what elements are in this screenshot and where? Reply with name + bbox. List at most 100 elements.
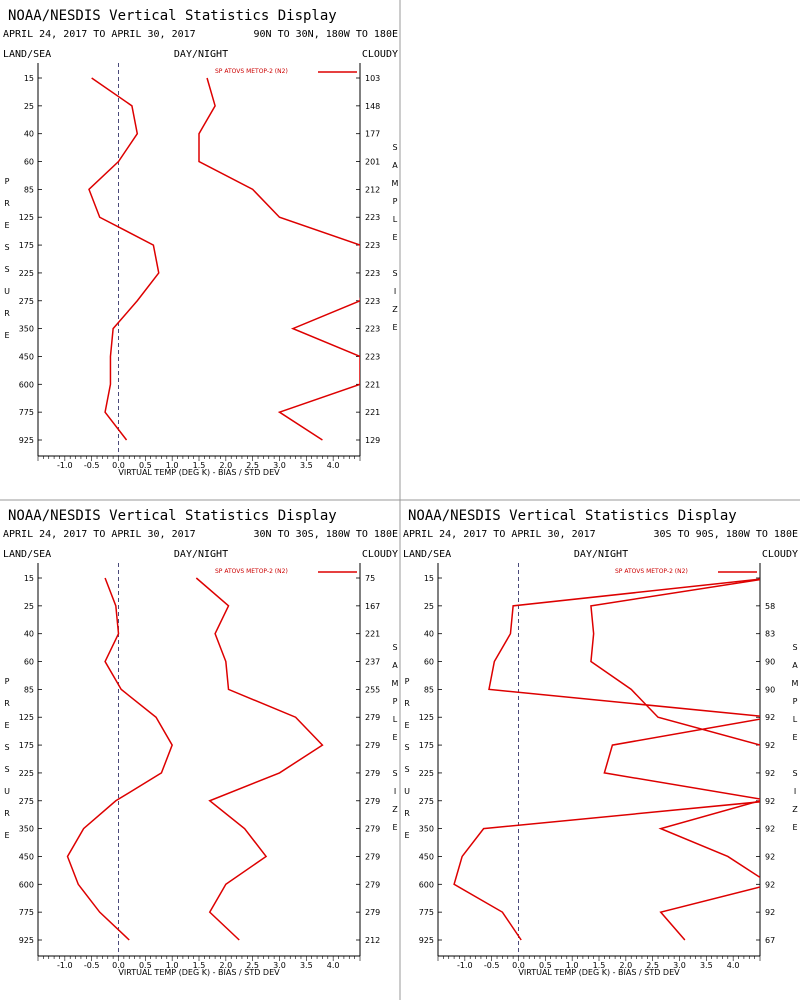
sample-size-label: 177	[365, 130, 380, 139]
pressure-level-label: 175	[19, 241, 34, 250]
right-axis-label-char: M	[392, 179, 399, 188]
right-axis-label-char: L	[393, 715, 398, 724]
sample-size-label: 92	[765, 741, 775, 750]
x-tick-label: 0.0	[512, 961, 525, 970]
x-axis-label: VIRTUAL TEMP (DEG K) - BIAS / STD DEV	[518, 968, 680, 977]
x-tick-label: 0.5	[539, 961, 552, 970]
sample-size-label: 223	[365, 269, 380, 278]
x-tick-label: 2.5	[246, 461, 259, 470]
pressure-level-label: 175	[419, 741, 434, 750]
sample-size-label: 92	[765, 769, 775, 778]
sample-size-label: 223	[365, 325, 380, 334]
date-range: APRIL 24, 2017 TO APRIL 30, 2017	[3, 29, 196, 40]
pressure-level-label: 25	[424, 602, 434, 611]
y-axis-label-char: P	[405, 677, 410, 686]
x-tick-label: 3.0	[673, 961, 686, 970]
x-tick-label: 4.0	[327, 961, 340, 970]
pressure-level-label: 25	[24, 102, 34, 111]
pressure-level-label: 15	[24, 574, 34, 583]
sample-size-label: 223	[365, 352, 380, 361]
right-axis-label-char: A	[392, 161, 398, 170]
x-tick-label: 1.5	[193, 961, 206, 970]
y-axis-label-char: E	[4, 331, 9, 340]
sample-size-label: 75	[365, 574, 375, 583]
x-axis-label: VIRTUAL TEMP (DEG K) - BIAS / STD DEV	[118, 968, 280, 977]
sample-size-label: 221	[365, 408, 380, 417]
y-axis-label-char: S	[4, 765, 9, 774]
sample-size-label: 279	[365, 797, 380, 806]
filter-day-night: DAY/NIGHT	[574, 549, 628, 560]
sample-size-label: 167	[365, 602, 380, 611]
right-axis-label-char: I	[794, 787, 796, 796]
sample-size-label: 129	[365, 436, 380, 445]
pressure-level-label: 275	[19, 797, 34, 806]
sample-size-label: 212	[365, 185, 380, 194]
pressure-level-label: 40	[424, 630, 434, 639]
y-axis-label-char: R	[4, 199, 10, 208]
y-axis-label-char: E	[4, 721, 9, 730]
y-axis-label-char: U	[4, 787, 10, 796]
right-axis-label-char: I	[394, 287, 396, 296]
right-axis-label-char: S	[392, 769, 397, 778]
right-axis-label-char: E	[392, 733, 397, 742]
pressure-level-label: 85	[24, 685, 34, 694]
bias-line	[88, 77, 160, 441]
legend-label: SP ATOVS METOP-2 (N2)	[215, 68, 288, 75]
chart-title: NOAA/NESDIS Vertical Statistics Display	[8, 508, 337, 524]
y-axis-label-char: E	[404, 721, 409, 730]
std-dev-line	[198, 77, 360, 441]
sample-size-label: 148	[365, 102, 380, 111]
sample-size-label: 279	[365, 769, 380, 778]
x-tick-label: 2.5	[246, 961, 259, 970]
x-tick-label: 0.5	[139, 961, 152, 970]
right-axis-label-char: E	[792, 823, 797, 832]
pressure-level-label: 350	[19, 825, 34, 834]
x-tick-label: 4.0	[327, 461, 340, 470]
sample-size-label: 58	[765, 602, 775, 611]
pressure-level-label: 15	[24, 74, 34, 83]
pressure-level-label: 225	[419, 769, 434, 778]
y-axis-label-char: R	[404, 699, 410, 708]
right-axis-label-char: Z	[392, 305, 398, 314]
sample-size-label: 90	[765, 685, 775, 694]
pressure-level-label: 350	[419, 825, 434, 834]
sample-size-label: 279	[365, 880, 380, 889]
pressure-level-label: 600	[419, 880, 434, 889]
right-axis-label-char: Z	[792, 805, 798, 814]
right-axis-label-char: E	[392, 233, 397, 242]
right-axis-label-char: M	[792, 679, 799, 688]
sample-size-label: 201	[365, 158, 380, 167]
right-axis-label-char: P	[393, 697, 398, 706]
sample-size-label: 92	[765, 713, 775, 722]
pressure-level-label: 125	[19, 713, 34, 722]
pressure-level-label: 125	[419, 713, 434, 722]
x-tick-label: 1.5	[593, 961, 606, 970]
right-axis-label-char: E	[792, 733, 797, 742]
chart-panel-2: NOAA/NESDIS Vertical Statistics Display A…	[3, 508, 399, 977]
filter-cloudy: CLOUDY	[762, 549, 798, 560]
pressure-level-label: 600	[19, 380, 34, 389]
right-axis-label-char: A	[792, 661, 798, 670]
y-axis-label-char: S	[404, 743, 409, 752]
y-axis-label-char: E	[4, 221, 9, 230]
pressure-level-label: 775	[419, 908, 434, 917]
sample-size-label: 92	[765, 825, 775, 834]
right-axis-label-char: A	[392, 661, 398, 670]
legend-label: SP ATOVS METOP-2 (N2)	[615, 568, 688, 575]
sample-size-label: 92	[765, 908, 775, 917]
pressure-level-label: 275	[419, 797, 434, 806]
x-tick-label: -1.0	[57, 461, 73, 470]
x-tick-label: 3.5	[300, 461, 313, 470]
x-tick-label: 3.5	[300, 961, 313, 970]
sample-size-label: 279	[365, 825, 380, 834]
pressure-level-label: 925	[19, 436, 34, 445]
pressure-level-label: 60	[24, 158, 34, 167]
chart-title: NOAA/NESDIS Vertical Statistics Display	[8, 8, 337, 24]
x-tick-label: 0.0	[112, 461, 125, 470]
y-axis-label-char: P	[5, 177, 10, 186]
pressure-level-label: 225	[19, 769, 34, 778]
filter-land-sea: LAND/SEA	[403, 549, 451, 560]
bias-line	[66, 577, 173, 941]
pressure-level-label: 85	[424, 685, 434, 694]
